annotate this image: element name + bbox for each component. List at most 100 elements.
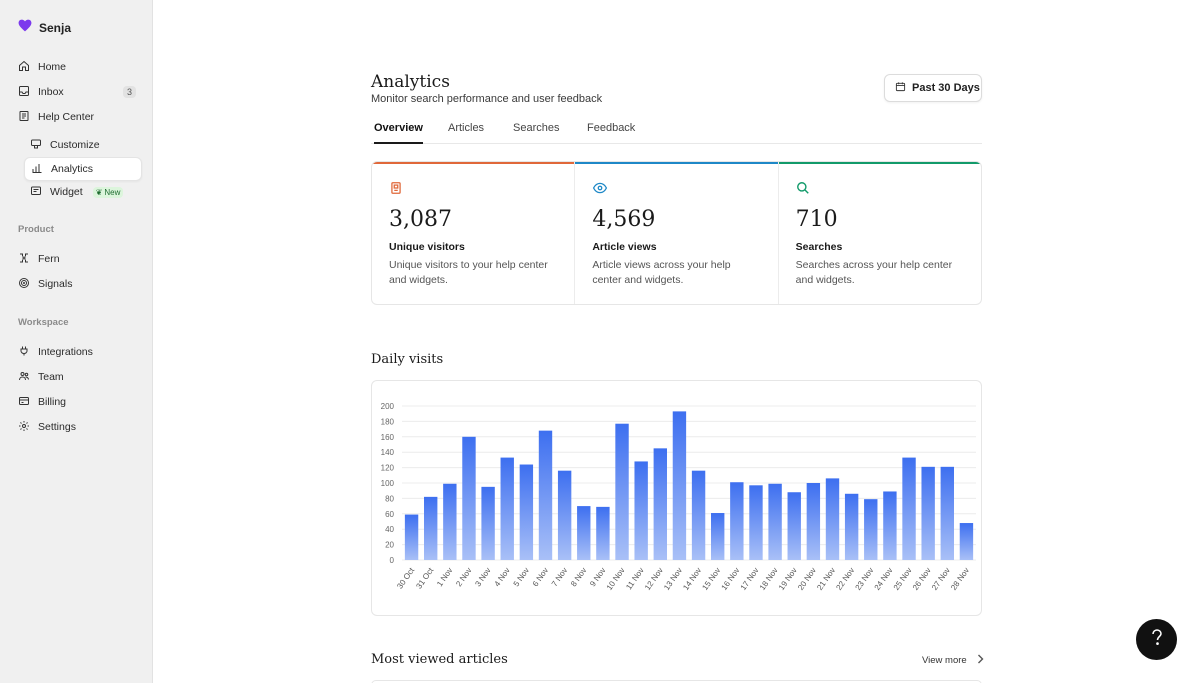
x-tick-label: 2 Nov (454, 566, 473, 588)
bar[interactable] (844, 493, 859, 560)
sidebar-item-label: Billing (38, 396, 67, 408)
x-tick-label: 31 Oct (414, 565, 435, 590)
y-tick-label: 140 (381, 448, 395, 457)
sidebar-item-label: Customize (50, 139, 100, 151)
bar[interactable] (481, 486, 495, 560)
bar[interactable] (404, 514, 419, 560)
question-mark-icon (1151, 628, 1163, 651)
x-tick-label: 13 Nov (662, 566, 684, 592)
sidebar-item-fern[interactable]: Fern (12, 247, 142, 271)
sidebar-item-home[interactable]: Home (12, 55, 142, 79)
x-tick-label: 21 Nov (815, 566, 837, 592)
bar[interactable] (825, 478, 840, 560)
view-more-link[interactable]: View more (922, 654, 984, 667)
leaf-icon: ❦ (95, 187, 103, 197)
stat-value: 710 (795, 207, 838, 232)
bar[interactable] (596, 506, 610, 560)
bar[interactable] (691, 470, 706, 560)
bar[interactable] (615, 423, 629, 560)
stat-value: 4,569 (592, 207, 656, 232)
bar[interactable] (577, 506, 591, 560)
y-tick-label: 0 (390, 556, 395, 565)
y-tick-label: 100 (381, 479, 395, 488)
bar[interactable] (749, 485, 763, 560)
stat-accent-bar (372, 162, 575, 164)
x-tick-label: 23 Nov (853, 566, 875, 592)
sidebar-item-billing[interactable]: Billing (12, 390, 142, 414)
bar[interactable] (462, 436, 476, 560)
sidebar-item-analytics[interactable]: Analytics (24, 157, 142, 181)
bar[interactable] (424, 496, 438, 560)
bar[interactable] (864, 499, 878, 560)
help-button[interactable] (1136, 619, 1177, 660)
bar[interactable] (519, 464, 534, 560)
tab-articles[interactable]: Articles (448, 122, 485, 134)
stat-card-unique-visitors: 3,087 Unique visitors Unique visitors to… (372, 162, 576, 304)
team-icon (18, 370, 30, 385)
new-badge: ❦ New (92, 186, 124, 198)
x-tick-label: 10 Nov (605, 566, 627, 592)
x-tick-label: 6 Nov (531, 566, 550, 588)
x-tick-label: 27 Nov (930, 566, 952, 592)
stat-label: Unique visitors (389, 241, 465, 253)
sidebar-item-integrations[interactable]: Integrations (12, 340, 142, 364)
stat-label: Searches (795, 241, 843, 253)
sidebar: Senja Home Inbox 3 Help Center Customize… (0, 0, 153, 683)
sidebar-item-label: Home (38, 61, 67, 73)
y-tick-label: 20 (385, 541, 394, 550)
sidebar-item-settings[interactable]: Settings (12, 415, 142, 439)
stat-value: 3,087 (389, 207, 452, 232)
x-tick-label: 1 Nov (435, 566, 454, 588)
bar[interactable] (634, 461, 648, 560)
sidebar-item-signals[interactable]: Signals (12, 272, 142, 296)
bar[interactable] (921, 466, 935, 560)
sidebar-item-label: Integrations (38, 346, 93, 358)
bar[interactable] (443, 483, 457, 560)
bar[interactable] (538, 430, 553, 560)
bar[interactable] (787, 492, 801, 560)
stat-description: Unique visitors to your help center and … (389, 259, 548, 286)
tab-searches[interactable]: Searches (513, 122, 560, 134)
sidebar-item-inbox[interactable]: Inbox 3 (12, 80, 142, 104)
x-tick-label: 3 Nov (473, 566, 492, 588)
bar[interactable] (653, 448, 667, 560)
sidebar-item-widget[interactable]: Widget ❦ New (24, 180, 142, 204)
x-tick-label: 4 Nov (493, 566, 512, 588)
bar[interactable] (940, 466, 954, 560)
bar[interactable] (557, 470, 572, 560)
bar[interactable] (768, 483, 782, 560)
x-tick-label: 7 Nov (550, 566, 569, 588)
chevron-right-icon (977, 654, 984, 667)
inbox-icon (18, 85, 30, 100)
stat-card-searches: 710 Searches Searches across your help c… (778, 162, 981, 304)
bar[interactable] (711, 513, 725, 560)
x-tick-label: 15 Nov (700, 566, 722, 592)
x-tick-label: 18 Nov (758, 566, 780, 592)
bar[interactable] (806, 483, 821, 560)
x-tick-label: 14 Nov (681, 566, 703, 592)
x-tick-label: 20 Nov (796, 566, 818, 592)
tab-feedback[interactable]: Feedback (587, 122, 636, 134)
bar[interactable] (883, 491, 897, 560)
book-icon (18, 110, 30, 125)
search-icon (796, 181, 810, 200)
sidebar-item-help-center[interactable]: Help Center (12, 105, 142, 129)
bar[interactable] (730, 482, 744, 560)
brand[interactable]: Senja (18, 19, 71, 37)
bar[interactable] (672, 411, 687, 560)
bar[interactable] (959, 523, 974, 560)
fern-icon (18, 252, 30, 267)
sidebar-item-label: Settings (38, 421, 76, 433)
palette-icon (30, 138, 42, 153)
sidebar-item-customize[interactable]: Customize (24, 133, 142, 157)
date-range-button[interactable]: Past 30 Days (884, 74, 982, 102)
sidebar-item-team[interactable]: Team (12, 365, 142, 389)
x-tick-label: 5 Nov (512, 566, 531, 588)
bar-chart-icon (31, 162, 43, 177)
calendar-icon (895, 81, 906, 95)
bar[interactable] (902, 457, 916, 560)
tab-overview[interactable]: Overview (374, 122, 423, 144)
x-tick-label: 24 Nov (873, 566, 895, 592)
bar[interactable] (500, 457, 514, 560)
